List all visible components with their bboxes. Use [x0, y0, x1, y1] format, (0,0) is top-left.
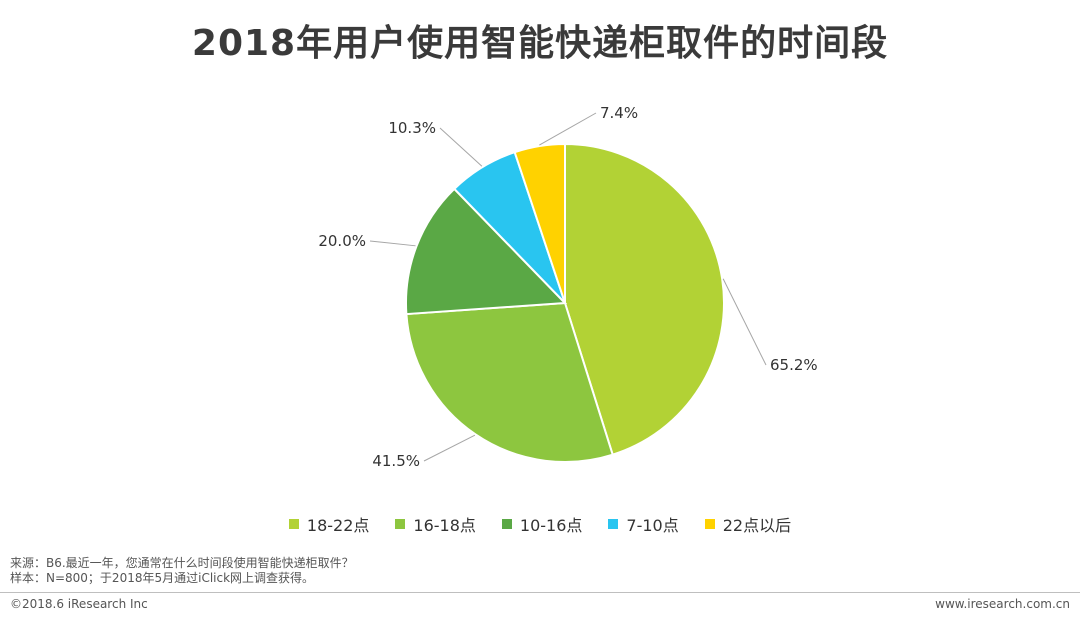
- data-label-2: 20.0%: [318, 232, 366, 250]
- legend-item-1: 16-18点: [395, 512, 476, 536]
- footer-divider: [0, 592, 1080, 593]
- data-labels: 65.2% 41.5% 20.0% 10.3% 7.4%: [318, 104, 817, 470]
- legend-label-4: 22点以后: [722, 516, 792, 535]
- website-text: www.iresearch.com.cn: [935, 597, 1070, 611]
- label-leader-lines: [369, 112, 767, 462]
- legend-swatch-0: [288, 519, 299, 529]
- copyright-text: ©2018.6 iResearch Inc: [10, 597, 148, 611]
- legend-swatch-1: [395, 519, 406, 529]
- chart-title: 2018年用户使用智能快递柜取件的时间段: [191, 23, 889, 64]
- legend-swatch-2: [501, 519, 512, 529]
- source-note: 来源：B6.最近一年，您通常在什么时间段使用智能快递柜取件？: [10, 556, 354, 570]
- sample-note: 样本：N=800；于2018年5月通过iClick网上调查获得。: [10, 571, 315, 585]
- leader-line-1: [423, 434, 476, 462]
- leader-line-0: [722, 278, 767, 366]
- pie-slice-1: [405, 301, 614, 463]
- legend-swatch-4: [704, 519, 715, 529]
- chart-legend: 18-22点 16-18点 10-16点 7-10点 22点以后: [0, 512, 1080, 536]
- legend-label-0: 18-22点: [306, 516, 370, 535]
- pie-slice-0: [564, 142, 725, 456]
- leader-line-2: [369, 240, 416, 247]
- legend-swatch-3: [608, 519, 619, 529]
- data-label-3: 10.3%: [388, 119, 436, 137]
- pie-slice-4: [513, 142, 566, 304]
- legend-item-4: 22点以后: [704, 512, 792, 536]
- legend-item-0: 18-22点: [288, 512, 370, 536]
- legend-label-3: 7-10点: [626, 516, 679, 535]
- data-label-0: 65.2%: [770, 356, 818, 374]
- legend-label-1: 16-18点: [413, 516, 476, 535]
- pie-slice-2: [405, 187, 568, 316]
- legend-item-3: 7-10点: [608, 512, 679, 536]
- data-label-4: 7.4%: [600, 104, 638, 122]
- leader-line-3: [439, 127, 483, 167]
- pie-chart: 65.2% 41.5% 20.0% 10.3% 7.4%: [318, 104, 817, 470]
- legend-item-2: 10-16点: [501, 512, 583, 536]
- footnotes: 来源：B6.最近一年，您通常在什么时间段使用智能快递柜取件？ 样本：N=800；…: [10, 556, 354, 586]
- legend-label-2: 10-16点: [519, 516, 583, 535]
- leader-line-4: [539, 112, 597, 146]
- data-label-1: 41.5%: [372, 452, 420, 470]
- pie-slices: [405, 142, 725, 463]
